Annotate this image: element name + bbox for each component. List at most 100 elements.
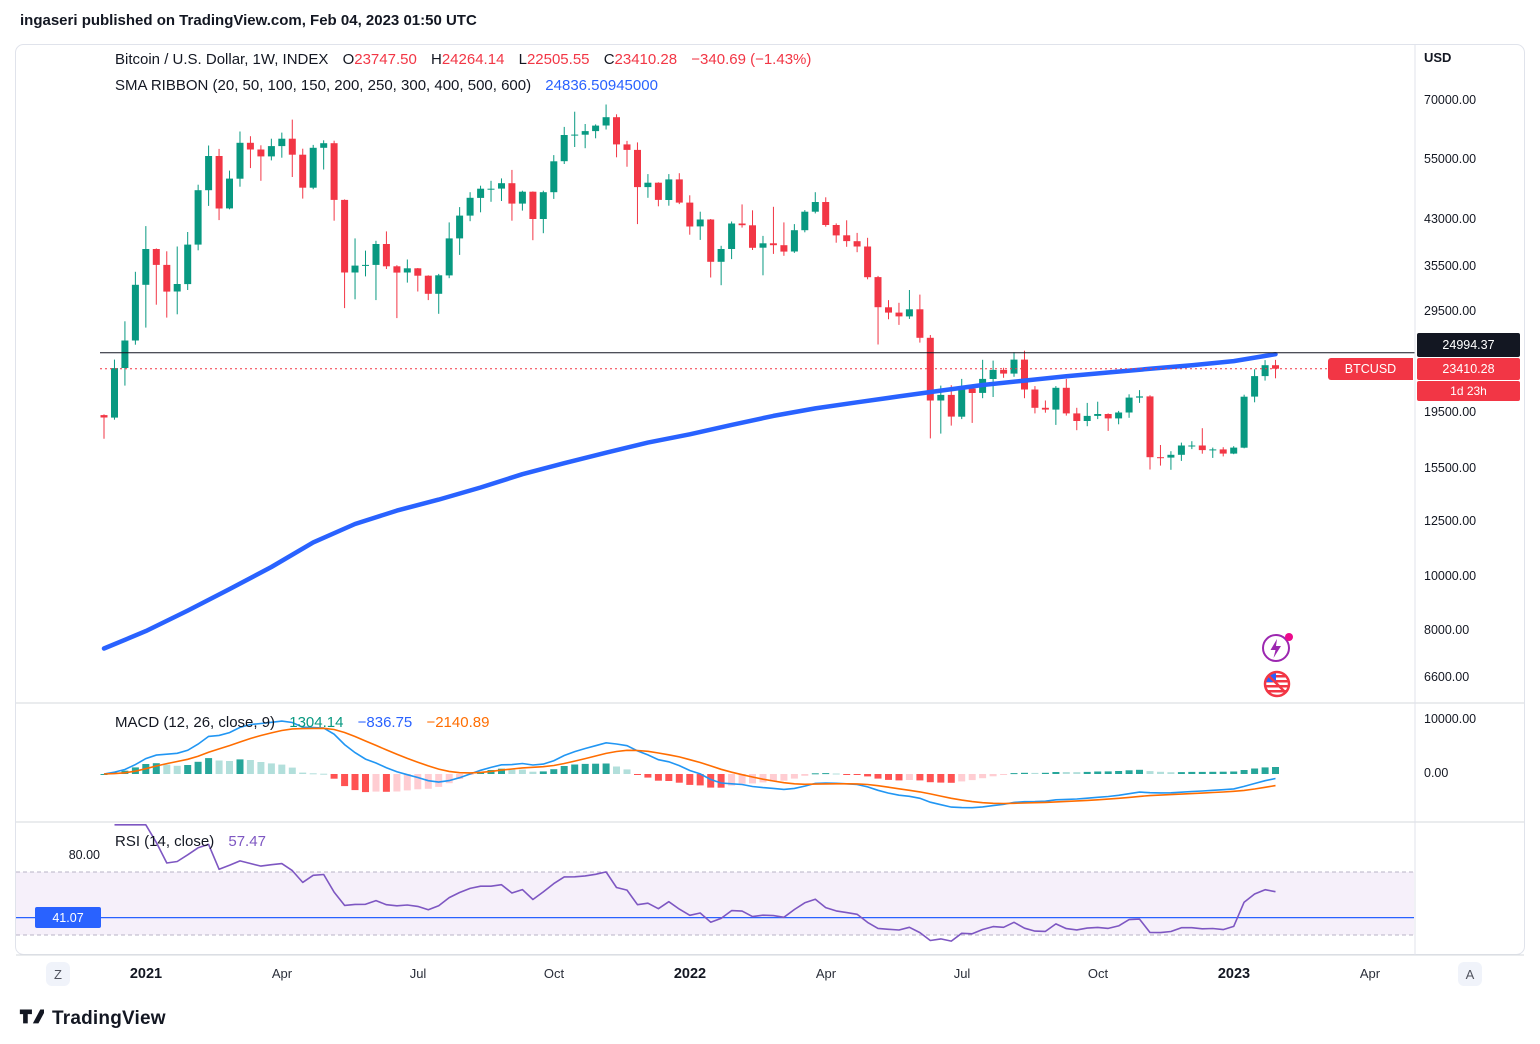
macd-histogram-bar	[1198, 771, 1206, 774]
macd-signal-line	[103, 727, 1276, 805]
flash-event-icon[interactable]	[1258, 628, 1296, 671]
macd-histogram-bar	[435, 774, 443, 787]
price-axis-tick[interactable]: 29500.00	[1424, 304, 1477, 318]
candle-body	[466, 197, 474, 216]
price-legend[interactable]: Bitcoin / U.S. Dollar, 1W, INDEX O23747.…	[115, 51, 811, 68]
candle-body	[1104, 414, 1112, 419]
macd-histogram-bar	[498, 768, 505, 774]
candle-body	[707, 219, 715, 262]
candle-body	[1083, 415, 1091, 421]
rsi-value: 57.47	[228, 833, 266, 850]
candle-body	[1230, 447, 1238, 454]
rsi-title: RSI (14, close)	[115, 833, 215, 850]
candle-body	[602, 117, 610, 126]
candle-body	[613, 117, 620, 145]
last-price-badge: 23410.28	[1417, 358, 1520, 380]
sma-ribbon-legend[interactable]: SMA RIBBON (20, 50, 100, 150, 200, 250, …	[115, 77, 658, 94]
time-axis-label[interactable]: Apr	[1359, 966, 1381, 981]
macd-histogram-bar	[330, 774, 338, 779]
macd-histogram-bar	[780, 774, 788, 781]
candle-body	[362, 264, 369, 266]
macd-histogram-bar	[372, 774, 380, 792]
price-axis-tick[interactable]: 19500.00	[1424, 405, 1477, 419]
rsi-axis-tick[interactable]: 80.00	[68, 848, 100, 862]
macd-histogram-bar	[1240, 770, 1248, 774]
macd-histogram-bar	[1167, 772, 1175, 774]
macd-histogram-bar	[581, 763, 589, 774]
macd-histogram-bar	[278, 764, 286, 774]
price-axis-currency[interactable]: USD	[1424, 50, 1452, 65]
tradingview-logo-icon[interactable]	[18, 1003, 46, 1034]
candle-body	[623, 144, 631, 150]
price-axis-tick[interactable]: 8000.00	[1424, 623, 1470, 637]
candle-body	[749, 225, 756, 248]
macd-histogram-bar	[1000, 774, 1008, 775]
rsi-legend[interactable]: RSI (14, close) 57.47	[115, 833, 266, 850]
candle-body	[205, 156, 213, 191]
candle-body	[487, 188, 495, 190]
time-axis-label[interactable]: 2021	[129, 966, 163, 982]
macd-histogram-bar	[623, 769, 631, 774]
candle-body	[686, 202, 694, 227]
price-axis-tick[interactable]: 6600.00	[1424, 670, 1470, 684]
candle-body	[759, 243, 767, 248]
tradingview-brand[interactable]: TradingView	[52, 1007, 166, 1029]
candle-body	[121, 340, 129, 368]
close-value: 23410.28	[614, 51, 678, 68]
candle-body	[1177, 445, 1185, 455]
macd-histogram-bar	[686, 774, 694, 785]
candle-body	[1041, 407, 1049, 410]
macd-histogram-bar	[309, 773, 317, 775]
time-axis-label[interactable]: Oct	[1087, 966, 1109, 981]
candle-body	[864, 246, 872, 278]
candle-body	[989, 369, 997, 379]
candle-body	[424, 275, 432, 294]
macd-legend[interactable]: MACD (12, 26, close, 9) 1304.14 −836.75 …	[115, 714, 489, 731]
price-axis-tick[interactable]: 15500.00	[1424, 461, 1477, 475]
prev-level-price-badge: 24994.37	[1417, 333, 1520, 357]
time-axis-label[interactable]: Jul	[409, 966, 427, 981]
macd-histogram-bar	[1041, 772, 1049, 774]
candle-body	[299, 154, 307, 188]
candle-body	[246, 142, 254, 150]
macd-histogram-value: 1304.14	[289, 714, 344, 731]
macd-histogram-bar	[205, 758, 213, 774]
candle-body	[769, 243, 777, 246]
candle-body	[811, 202, 819, 212]
candle-body	[226, 178, 233, 209]
candle-body	[194, 190, 202, 245]
macd-histogram-bar	[958, 774, 966, 782]
macd-histogram-bar	[1031, 772, 1039, 774]
price-axis-tick[interactable]: 12500.00	[1424, 514, 1477, 528]
zoom-in-button[interactable]: A	[1458, 962, 1482, 986]
time-axis-label[interactable]: Apr	[815, 966, 837, 981]
price-axis-tick[interactable]: 43000.00	[1424, 212, 1477, 226]
price-axis-tick[interactable]: 10000.00	[1424, 569, 1477, 583]
us-flag-event-icon[interactable]	[1258, 664, 1296, 707]
macd-histogram-bar	[194, 761, 202, 774]
macd-line	[103, 720, 1276, 809]
macd-histogram-bar	[1146, 771, 1154, 774]
price-axis-tick[interactable]: 55000.00	[1424, 152, 1477, 166]
zoom-out-button[interactable]: Z	[46, 962, 70, 986]
macd-histogram-bar	[299, 772, 307, 774]
macd-axis-tick[interactable]: 0.00	[1424, 766, 1449, 780]
ohlc-low: L22505.55	[519, 51, 590, 68]
macd-line-value: −836.75	[357, 714, 413, 731]
macd-histogram-bar	[1083, 771, 1091, 774]
time-axis-label[interactable]: Apr	[271, 966, 293, 981]
macd-histogram-bar	[1230, 771, 1238, 774]
macd-histogram-bar	[1251, 768, 1259, 774]
macd-axis-tick[interactable]: 10000.00	[1424, 712, 1477, 726]
candle-body	[152, 249, 160, 265]
time-axis-label[interactable]: Jul	[953, 966, 971, 981]
candle-body	[100, 415, 108, 418]
time-axis-label[interactable]: 2023	[1217, 966, 1251, 982]
time-axis-label[interactable]: 2022	[673, 966, 707, 982]
rsi-band	[16, 872, 1414, 935]
price-axis-tick[interactable]: 70000.00	[1424, 93, 1477, 107]
price-axis-tick[interactable]: 35500.00	[1424, 259, 1477, 273]
candle-body	[257, 149, 265, 157]
time-axis-label[interactable]: Oct	[543, 966, 565, 981]
